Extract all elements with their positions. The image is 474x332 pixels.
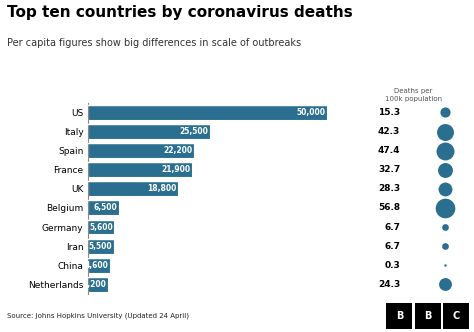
Text: 47.4: 47.4 xyxy=(378,146,400,155)
Text: 4,200: 4,200 xyxy=(82,280,106,289)
Text: 25,500: 25,500 xyxy=(179,127,208,136)
Text: 4,600: 4,600 xyxy=(84,261,108,270)
FancyBboxPatch shape xyxy=(443,303,469,329)
Text: 6,500: 6,500 xyxy=(93,204,117,212)
FancyBboxPatch shape xyxy=(415,303,441,329)
Text: 24.3: 24.3 xyxy=(378,280,400,289)
Bar xyxy=(88,239,114,254)
Bar xyxy=(88,201,119,215)
Text: 28.3: 28.3 xyxy=(378,184,400,193)
Text: Per capita figures show big differences in scale of outbreaks: Per capita figures show big differences … xyxy=(7,38,301,48)
Point xyxy=(441,167,448,172)
Text: Top ten countries by coronavirus deaths: Top ten countries by coronavirus deaths xyxy=(7,5,353,20)
Bar xyxy=(88,143,194,158)
Text: 15.3: 15.3 xyxy=(378,108,400,117)
Bar xyxy=(88,181,178,196)
Point xyxy=(441,186,448,192)
Text: 21,900: 21,900 xyxy=(162,165,191,174)
Point xyxy=(441,243,448,249)
Point xyxy=(441,263,448,268)
Text: 18,800: 18,800 xyxy=(146,184,176,193)
Text: 5,600: 5,600 xyxy=(89,222,113,231)
Bar xyxy=(88,219,115,234)
Text: 42.3: 42.3 xyxy=(378,127,400,136)
Text: 6.7: 6.7 xyxy=(384,242,400,251)
Text: 6.7: 6.7 xyxy=(384,222,400,231)
Text: B: B xyxy=(396,311,403,321)
Point xyxy=(441,224,448,230)
Text: 0.3: 0.3 xyxy=(384,261,400,270)
Bar xyxy=(88,258,109,273)
FancyBboxPatch shape xyxy=(386,303,412,329)
Text: 22,200: 22,200 xyxy=(163,146,192,155)
Text: Source: Johns Hopkins University (Updated 24 April): Source: Johns Hopkins University (Update… xyxy=(7,313,189,319)
Text: 56.8: 56.8 xyxy=(378,204,400,212)
Bar xyxy=(88,162,192,177)
Point xyxy=(441,282,448,287)
Bar xyxy=(88,105,327,120)
Point xyxy=(441,129,448,134)
Point xyxy=(441,205,448,210)
Point xyxy=(441,148,448,153)
Text: 32.7: 32.7 xyxy=(378,165,400,174)
Text: C: C xyxy=(453,311,460,321)
Bar xyxy=(88,277,108,292)
Point xyxy=(441,110,448,115)
Text: Deaths per
100k population: Deaths per 100k population xyxy=(385,88,442,102)
Text: B: B xyxy=(424,311,431,321)
Bar xyxy=(88,124,210,139)
Text: 50,000: 50,000 xyxy=(296,108,325,117)
Text: 5,500: 5,500 xyxy=(89,242,112,251)
